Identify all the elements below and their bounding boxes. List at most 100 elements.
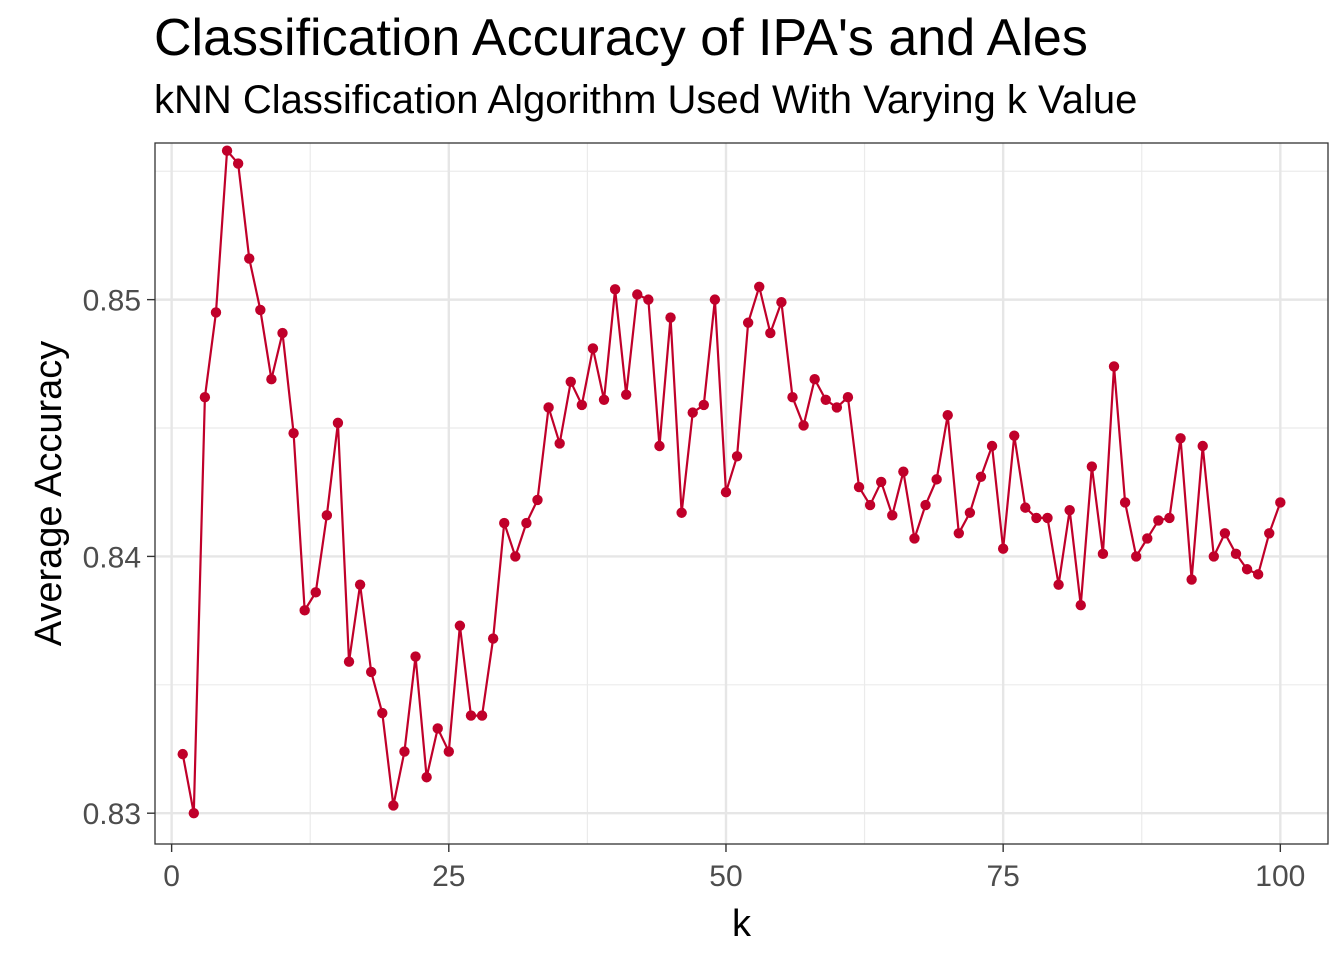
data-point: [665, 312, 676, 323]
data-point: [831, 402, 843, 413]
data-point: [410, 651, 421, 662]
data-point: [221, 145, 233, 156]
data-point: [1042, 512, 1053, 524]
data-point: [399, 746, 410, 757]
data-point: [1097, 548, 1109, 560]
data-point: [354, 579, 366, 590]
series-accuracy: [177, 145, 1286, 819]
y-axis-ticks: 0.83 0.84 0.85: [83, 285, 155, 831]
data-point: [255, 304, 266, 316]
data-point: [388, 800, 399, 811]
y-axis-title: Average Accuracy: [28, 341, 70, 647]
data-point: [1208, 551, 1220, 562]
data-point: [510, 551, 521, 562]
data-point: [1230, 548, 1242, 560]
data-point: [1275, 497, 1286, 508]
data-point: [266, 374, 277, 385]
data-point: [986, 440, 998, 452]
data-point: [487, 633, 499, 644]
x-tick-label: 75: [986, 860, 1019, 893]
x-tick-label: 50: [709, 860, 742, 893]
minor-gridlines: [155, 143, 1328, 844]
data-point: [643, 294, 654, 305]
data-point: [188, 807, 200, 819]
data-point: [920, 499, 931, 511]
data-point: [609, 284, 621, 295]
data-point: [521, 517, 532, 529]
data-point: [964, 507, 976, 518]
data-point: [1086, 461, 1098, 472]
data-point: [1241, 564, 1253, 575]
data-point: [676, 507, 687, 518]
y-tick-label: 0.85: [83, 285, 141, 318]
data-point: [476, 710, 488, 721]
data-point: [731, 451, 743, 462]
data-point: [1186, 574, 1197, 585]
data-point: [654, 440, 665, 452]
data-point: [1020, 502, 1031, 513]
data-point: [1130, 551, 1142, 562]
data-point: [554, 438, 565, 449]
data-point: [543, 402, 554, 413]
data-point: [798, 420, 809, 431]
data-point: [1252, 569, 1264, 580]
data-point: [809, 374, 820, 385]
data-point: [343, 656, 355, 667]
data-point: [432, 723, 443, 734]
data-point: [754, 281, 765, 292]
data-point: [1108, 361, 1120, 372]
data-point: [1053, 579, 1064, 590]
data-point: [620, 389, 632, 400]
data-point: [1264, 528, 1275, 539]
x-tick-label: 0: [163, 860, 180, 893]
chart-subtitle: kNN Classification Algorithm Used With V…: [154, 78, 1138, 122]
data-point: [1064, 504, 1075, 516]
data-point: [1153, 515, 1164, 526]
data-point: [499, 517, 510, 529]
data-point: [1031, 512, 1042, 524]
x-axis-ticks: 0 25 50 75 100: [163, 844, 1305, 893]
data-point: [709, 294, 721, 305]
data-point: [1142, 533, 1153, 544]
data-point: [1164, 512, 1175, 524]
data-point: [288, 427, 299, 439]
data-point: [177, 748, 188, 760]
series-line: [181, 149, 1282, 815]
x-tick-label: 100: [1255, 860, 1305, 893]
data-point: [532, 494, 543, 506]
data-point: [1219, 528, 1231, 539]
data-point: [1197, 440, 1208, 452]
data-point: [898, 466, 909, 477]
data-point: [687, 407, 698, 418]
data-point: [232, 158, 244, 169]
data-point: [199, 392, 211, 403]
x-tick-label: 25: [432, 860, 465, 893]
data-point: [1075, 599, 1086, 611]
data-point: [853, 481, 865, 493]
data-point: [765, 327, 776, 339]
data-point: [421, 772, 432, 783]
data-point: [698, 399, 710, 411]
data-point: [787, 392, 798, 403]
data-point: [632, 289, 643, 300]
data-point: [720, 487, 732, 498]
major-gridlines: [155, 143, 1328, 844]
data-point: [975, 471, 987, 483]
data-point: [864, 499, 876, 511]
x-axis-title: k: [732, 903, 752, 945]
data-point: [598, 394, 610, 405]
data-point: [210, 307, 222, 318]
data-point: [299, 605, 310, 616]
data-point: [465, 710, 477, 721]
data-point: [443, 746, 455, 757]
data-point: [244, 253, 255, 264]
data-point: [842, 392, 854, 403]
y-tick-label: 0.84: [83, 541, 141, 574]
data-point: [942, 409, 953, 421]
data-point: [1175, 433, 1186, 444]
data-point: [277, 327, 288, 339]
data-point: [310, 587, 321, 598]
data-point: [1009, 430, 1020, 441]
data-point: [454, 620, 466, 631]
